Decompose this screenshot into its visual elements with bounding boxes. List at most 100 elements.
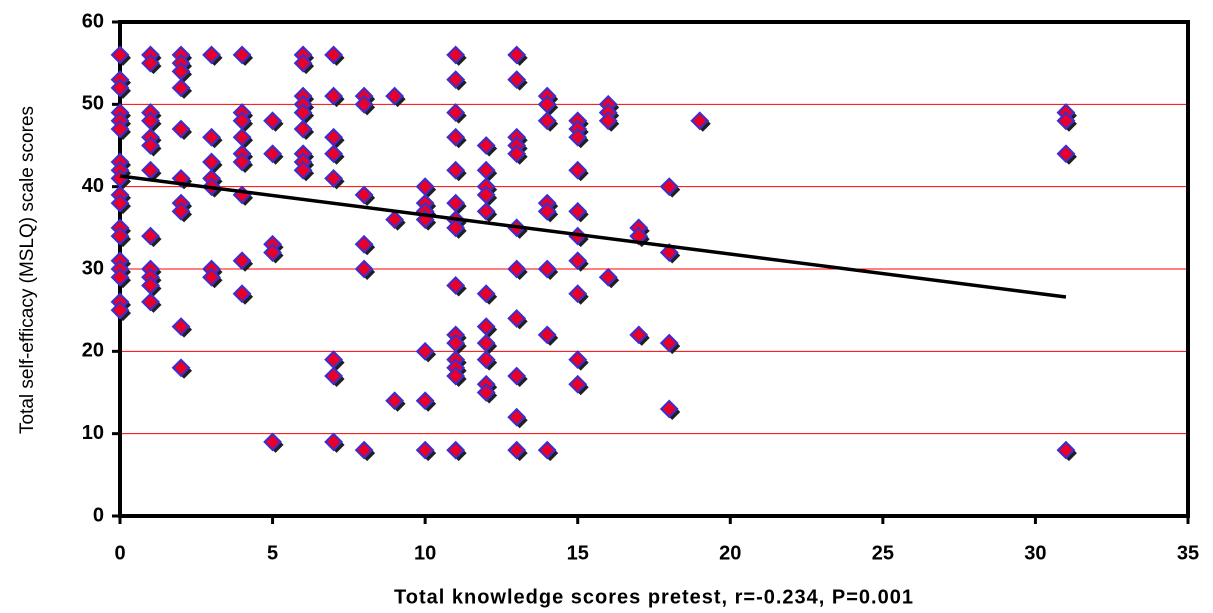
marker [476,284,496,304]
marker [446,103,466,122]
marker [568,251,588,271]
marker [171,119,191,139]
marker [446,440,466,460]
marker [385,86,405,106]
marker [141,226,160,246]
marker [507,259,527,279]
marker [232,284,252,304]
marker [476,136,496,155]
marker [354,234,374,254]
x-tick-label: 20 [719,542,741,564]
x-tick-label: 10 [414,542,436,564]
marker [263,243,282,262]
marker [507,440,527,460]
marker [507,366,527,386]
marker [659,399,679,419]
y-tick-label: 10 [82,422,104,444]
marker [354,94,374,114]
marker [354,440,374,460]
marker [415,440,435,460]
marker [232,152,252,172]
marker [385,210,405,230]
marker [568,284,588,304]
y-tick-label: 20 [82,340,104,362]
marker [659,243,679,262]
marker [507,407,527,427]
x-tick-label: 15 [567,542,589,564]
marker [293,160,313,180]
marker [171,201,191,221]
marker [202,45,221,65]
marker [507,45,527,65]
x-tick-label: 5 [267,542,278,564]
marker [446,127,466,147]
marker [1056,144,1076,164]
marker [110,78,130,98]
marker [507,70,527,90]
marker [202,267,221,287]
marker [446,45,466,65]
marker [568,201,588,221]
marker [202,127,221,147]
marker [110,300,130,320]
marker [476,350,496,369]
marker [446,70,466,90]
marker [507,144,527,164]
marker [110,267,130,287]
marker [324,169,344,188]
marker [110,193,130,213]
marker [354,185,374,205]
marker [324,45,344,65]
marker [324,86,344,106]
x-tick-label: 0 [114,542,125,564]
y-axis-label: Total self-efficacy (MSLQ) scale scores [17,106,38,434]
marker [568,350,588,369]
x-tick-label: 25 [872,542,894,564]
marker [598,111,618,131]
y-tick-label: 60 [82,10,104,32]
marker [659,177,679,197]
marker [110,45,130,65]
marker [476,383,496,402]
y-tick-label: 40 [82,175,104,197]
marker [293,119,313,139]
marker [446,366,466,386]
marker [141,53,160,73]
marker [415,391,435,411]
x-axis-label: Total knowledge scores pretest, r=-0.234… [394,586,914,608]
marker [537,440,557,460]
trend-line [119,174,1067,299]
marker [659,333,679,353]
marker [1056,111,1076,131]
marker [537,201,557,221]
marker [507,308,527,328]
marker [446,160,466,180]
marker [537,325,557,345]
marker [568,374,588,394]
marker [476,201,496,221]
marker [415,341,435,361]
marker [537,111,557,131]
x-tick-label: 30 [1024,542,1046,564]
marker [110,119,130,139]
marker [324,432,344,452]
y-tick-label: 50 [82,93,104,115]
marker [1056,440,1076,460]
marker [568,160,588,180]
marker [385,391,405,411]
marker [110,226,130,246]
marker [263,111,282,131]
marker [446,218,466,238]
marker [537,259,557,279]
marker [324,144,344,164]
y-tick-label: 0 [93,504,104,526]
marker [171,317,191,337]
x-tick-label: 35 [1177,542,1199,564]
marker [141,292,160,312]
y-tick-label: 30 [82,257,104,279]
marker [293,53,313,73]
marker [446,276,466,295]
marker [232,251,252,271]
